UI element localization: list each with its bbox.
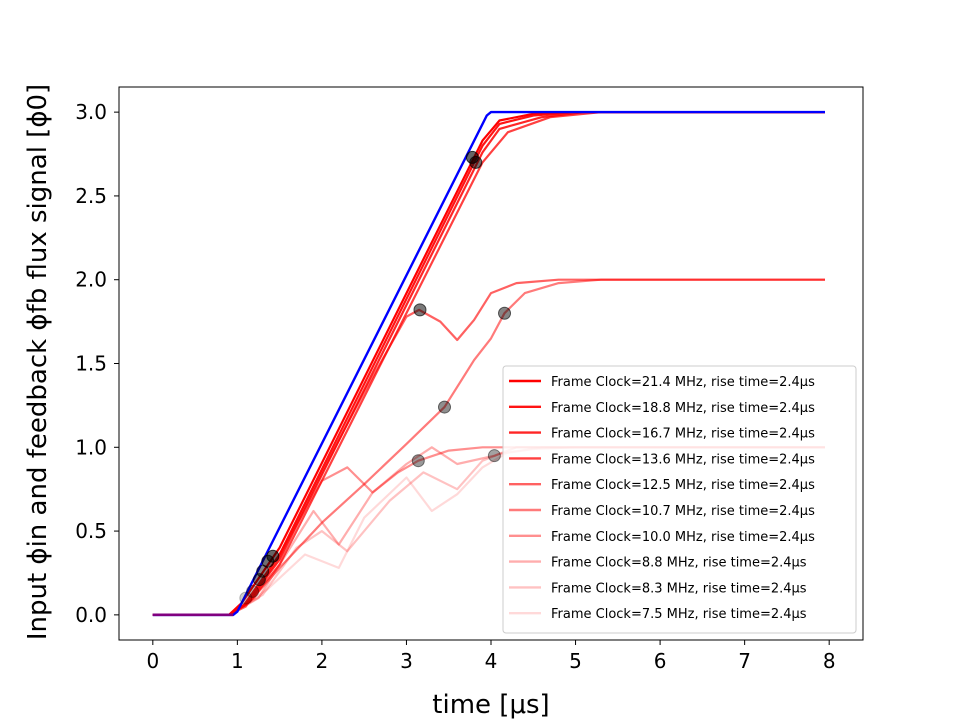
x-tick-label: 3 bbox=[400, 649, 413, 673]
sample-marker-6 bbox=[411, 454, 425, 468]
legend: Frame Clock=21.4 MHz, rise time=2.4μs Fra… bbox=[502, 365, 857, 634]
legend-label-8: Frame Clock=8.8 MHz, rise time=2.4μs bbox=[551, 556, 807, 571]
y-tick-label: 2.5 bbox=[75, 184, 107, 208]
legend-label-3: Frame Clock=16.7 MHz, rise time=2.4μs bbox=[551, 427, 815, 442]
sample-marker-7 bbox=[487, 449, 501, 463]
x-tick-label: 2 bbox=[316, 649, 329, 673]
x-axis-label: time [μs] bbox=[432, 690, 549, 720]
y-axis: 0.0 0.5 1.0 1.5 2.0 2.5 3.0 bbox=[75, 100, 119, 627]
y-tick-label: 0.0 bbox=[75, 603, 107, 627]
y-tick-label: 3.0 bbox=[75, 100, 107, 124]
sample-marker-11 bbox=[252, 573, 266, 587]
legend-label-6: Frame Clock=10.7 MHz, rise time=2.4μs bbox=[551, 504, 815, 519]
y-tick-label: 2.0 bbox=[75, 268, 107, 292]
sample-marker-5 bbox=[438, 400, 451, 414]
y-tick-label: 1.5 bbox=[75, 352, 107, 376]
sample-marker-4 bbox=[498, 306, 512, 320]
x-tick-label: 6 bbox=[654, 649, 667, 673]
x-tick-label: 1 bbox=[231, 649, 244, 673]
legend-label-1: Frame Clock=21.4 MHz, rise time=2.4μs bbox=[551, 375, 815, 390]
y-tick-label: 1.0 bbox=[75, 435, 107, 459]
legend-items: Frame Clock=21.4 MHz, rise time=2.4μs Fra… bbox=[509, 375, 815, 622]
legend-label-5: Frame Clock=12.5 MHz, rise time=2.4μs bbox=[551, 478, 815, 493]
x-tick-label: 0 bbox=[146, 649, 159, 673]
sample-marker-2 bbox=[469, 155, 483, 169]
sample-marker-10 bbox=[256, 564, 270, 578]
x-axis: 0 1 2 3 4 5 6 7 8 bbox=[146, 640, 836, 673]
y-tick-label: 0.5 bbox=[75, 519, 107, 543]
sample-marker-12 bbox=[246, 584, 260, 598]
legend-label-2: Frame Clock=18.8 MHz, rise time=2.4μs bbox=[551, 401, 815, 416]
legend-box bbox=[502, 365, 857, 634]
sample-marker-3 bbox=[413, 303, 427, 317]
x-tick-label: 7 bbox=[738, 649, 751, 673]
x-tick-label: 4 bbox=[485, 649, 498, 673]
x-tick-label: 5 bbox=[569, 649, 582, 673]
series-layer bbox=[152, 110, 825, 617]
legend-label-7: Frame Clock=10.0 MHz, rise time=2.4μs bbox=[551, 530, 815, 545]
legend-label-4: Frame Clock=13.6 MHz, rise time=2.4μs bbox=[551, 452, 815, 467]
sample-marker-13 bbox=[239, 591, 253, 605]
y-axis-label: Input ϕin and feedback ϕfb flux signal [… bbox=[23, 84, 53, 640]
legend-label-10: Frame Clock=7.5 MHz, rise time=2.4μs bbox=[551, 607, 807, 622]
legend-label-9: Frame Clock=8.3 MHz, rise time=2.4μs bbox=[551, 581, 807, 596]
x-tick-label: 8 bbox=[823, 649, 836, 673]
marker-layer bbox=[239, 150, 512, 605]
